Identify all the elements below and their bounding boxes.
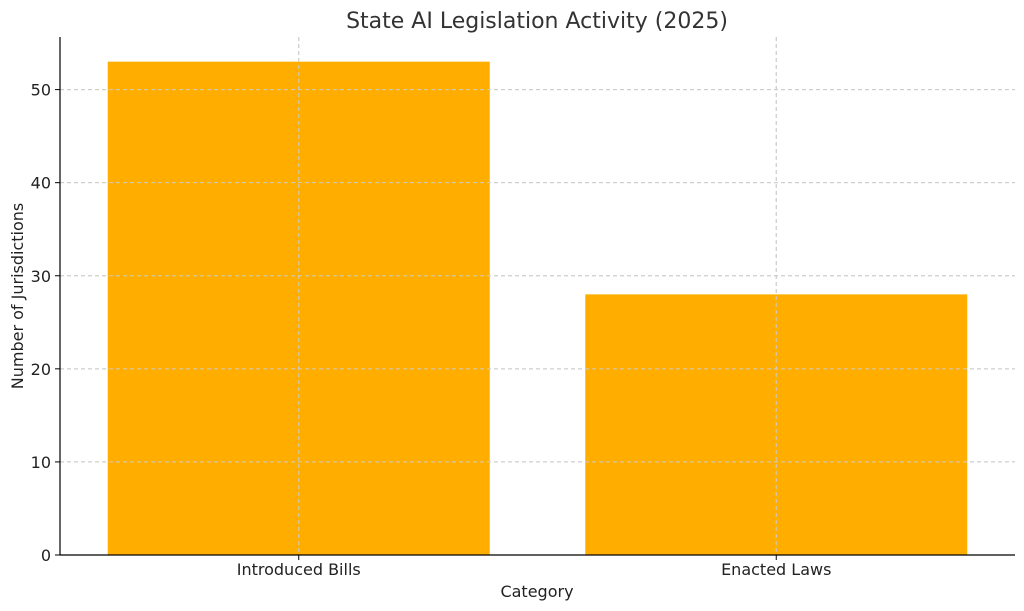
x-tick-label: Introduced Bills [237,560,361,579]
chart-title: State AI Legislation Activity (2025) [346,9,728,34]
bars [60,37,1015,556]
y-tick-label: 50 [31,81,51,100]
tick-labels: 0 10 20 30 40 50 Introduced Bills Enacted Laws [31,81,832,579]
y-tick-label: 40 [31,174,51,193]
y-axis-label: Number of Jurisdictions [8,203,27,389]
y-tick-label: 30 [31,267,51,286]
x-axis-label: Category [500,582,573,601]
y-tick-label: 0 [41,546,51,565]
x-tick-label: Enacted Laws [721,560,831,579]
y-tick-label: 20 [31,360,51,379]
axes [55,37,1015,560]
y-tick-label: 10 [31,453,51,472]
